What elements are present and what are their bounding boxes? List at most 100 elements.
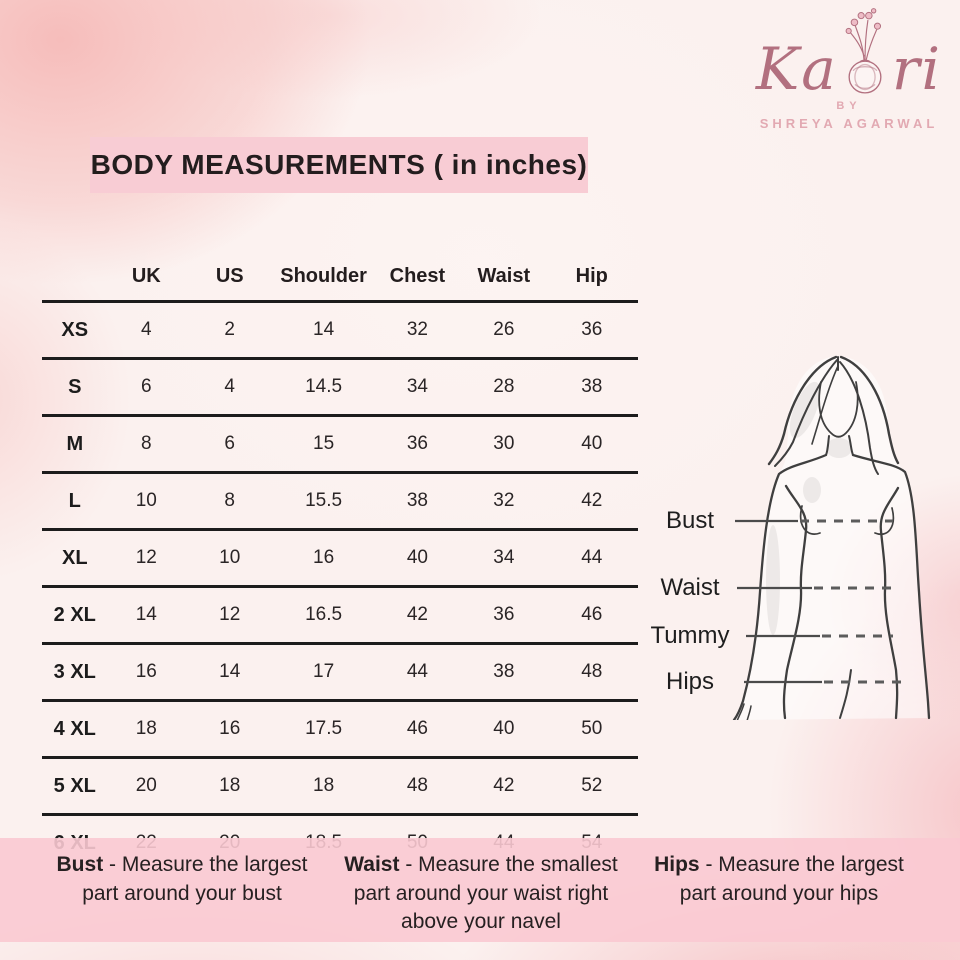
measurement-value: 20 xyxy=(107,757,186,816)
measurement-value: 46 xyxy=(545,586,638,645)
size-label: M xyxy=(42,415,108,474)
measurement-value: 12 xyxy=(185,586,275,645)
note-bust: Bust - Measure the largest part around y… xyxy=(42,851,322,908)
measurement-value: 30 xyxy=(462,415,546,474)
measurement-value: 15.5 xyxy=(274,472,373,531)
note-bust-term: Bust xyxy=(56,853,104,876)
size-label: S xyxy=(42,358,108,417)
measurement-value: 46 xyxy=(372,700,463,759)
measurement-value: 40 xyxy=(545,415,638,474)
measurement-value: 12 xyxy=(107,529,186,588)
measurement-value: 8 xyxy=(107,415,186,474)
column-header: Hip xyxy=(545,252,638,303)
measurement-value: 17.5 xyxy=(274,700,373,759)
measurement-guide-lines xyxy=(735,519,906,684)
size-label: 5 XL xyxy=(42,757,108,816)
measurement-value: 48 xyxy=(372,757,463,816)
measurement-value: 16 xyxy=(274,529,373,588)
measurement-value: 18 xyxy=(274,757,373,816)
measurement-value: 32 xyxy=(462,472,546,531)
table-row: L 10 8 15.5 38 32 42 xyxy=(42,472,638,531)
measurement-value: 15 xyxy=(274,415,373,474)
column-header: Chest xyxy=(372,252,463,303)
note-waist: Waist - Measure the smallest part around… xyxy=(330,851,632,937)
measurement-value: 26 xyxy=(462,301,546,360)
measurement-value: 42 xyxy=(545,472,638,531)
table-row: 5 XL 20 18 18 48 42 52 xyxy=(42,757,638,816)
measurement-value: 6 xyxy=(107,358,186,417)
measurement-value: 52 xyxy=(545,757,638,816)
measurement-value: 14 xyxy=(107,586,186,645)
measurement-value: 14 xyxy=(274,301,373,360)
size-label: 3 XL xyxy=(42,643,108,702)
table-row: XL 12 10 16 40 34 44 xyxy=(42,529,638,588)
column-header: US xyxy=(185,252,275,303)
measurement-value: 42 xyxy=(372,586,463,645)
table-header-row: UK US Shoulder Chest Waist Hip xyxy=(42,252,638,303)
size-table: UK US Shoulder Chest Waist Hip XS 4 2 14 32 26 36 S 6… xyxy=(42,252,638,870)
measurement-value: 44 xyxy=(545,529,638,588)
figure-label-bust: Bust xyxy=(665,507,715,534)
table-row: 2 XL 14 12 16.5 42 36 46 xyxy=(42,586,638,645)
measurement-value: 16 xyxy=(185,700,275,759)
brand-logo: Ka ri BY SHREYA xyxy=(744,6,954,131)
measurement-value: 10 xyxy=(185,529,275,588)
measurement-value: 16 xyxy=(107,643,186,702)
size-label: L xyxy=(42,472,108,531)
measurement-value: 18 xyxy=(185,757,275,816)
body-figure-sketch xyxy=(732,355,931,720)
measurement-value: 2 xyxy=(185,301,275,360)
figure-label-tummy: Tummy xyxy=(650,622,730,649)
measurement-value: 34 xyxy=(462,529,546,588)
measurement-value: 40 xyxy=(462,700,546,759)
measurement-value: 42 xyxy=(462,757,546,816)
column-header: UK xyxy=(107,252,186,303)
note-hips-text: - Measure the largest part around your h… xyxy=(679,853,904,905)
measurement-value: 14.5 xyxy=(274,358,373,417)
size-label: XL xyxy=(42,529,108,588)
measurement-value: 28 xyxy=(462,358,546,417)
table-row: 3 XL 16 14 17 44 38 48 xyxy=(42,643,638,702)
measurement-value: 36 xyxy=(545,301,638,360)
measurement-value: 16.5 xyxy=(274,586,373,645)
measurement-value: 40 xyxy=(372,529,463,588)
measurement-value: 48 xyxy=(545,643,638,702)
measurement-value: 38 xyxy=(462,643,546,702)
brand-owner-name: SHREYA AGARWAL xyxy=(759,116,939,131)
table-row: M 8 6 15 36 30 40 xyxy=(42,415,638,474)
measurement-value: 34 xyxy=(372,358,463,417)
size-label: 2 XL xyxy=(42,586,108,645)
flower-vase-icon xyxy=(845,8,882,94)
measurement-value: 38 xyxy=(372,472,463,531)
measurement-value: 8 xyxy=(185,472,275,531)
column-header: Waist xyxy=(462,252,546,303)
measurement-value: 44 xyxy=(372,643,463,702)
size-column-header xyxy=(42,252,108,303)
measurement-value: 36 xyxy=(462,586,546,645)
page-title: BODY MEASUREMENTS ( in inches) xyxy=(90,137,588,193)
note-bust-text: - Measure the largest part around your b… xyxy=(82,853,308,905)
measurement-value: 50 xyxy=(545,700,638,759)
note-hips-term: Hips xyxy=(654,853,700,876)
measurement-value: 17 xyxy=(274,643,373,702)
brand-name: Ka ri xyxy=(744,6,954,98)
size-label: 4 XL xyxy=(42,700,108,759)
note-waist-text: - Measure the smallest part around your … xyxy=(353,853,618,933)
measurement-value: 14 xyxy=(185,643,275,702)
brand-name-prefix: Ka xyxy=(755,35,838,103)
note-waist-term: Waist xyxy=(344,853,400,876)
measurement-value: 18 xyxy=(107,700,186,759)
column-header: Shoulder xyxy=(274,252,373,303)
measurement-value: 10 xyxy=(107,472,186,531)
measurement-value: 38 xyxy=(545,358,638,417)
figure-label-hips: Hips xyxy=(665,668,714,695)
table-row: 4 XL 18 16 17.5 46 40 50 xyxy=(42,700,638,759)
measurement-value: 4 xyxy=(185,358,275,417)
brand-name-suffix: ri xyxy=(891,35,943,103)
figure-label-waist: Waist xyxy=(660,574,720,601)
table-row: XS 4 2 14 32 26 36 xyxy=(42,301,638,360)
measurement-value: 6 xyxy=(185,415,275,474)
measurement-value: 36 xyxy=(372,415,463,474)
measurement-value: 4 xyxy=(107,301,186,360)
